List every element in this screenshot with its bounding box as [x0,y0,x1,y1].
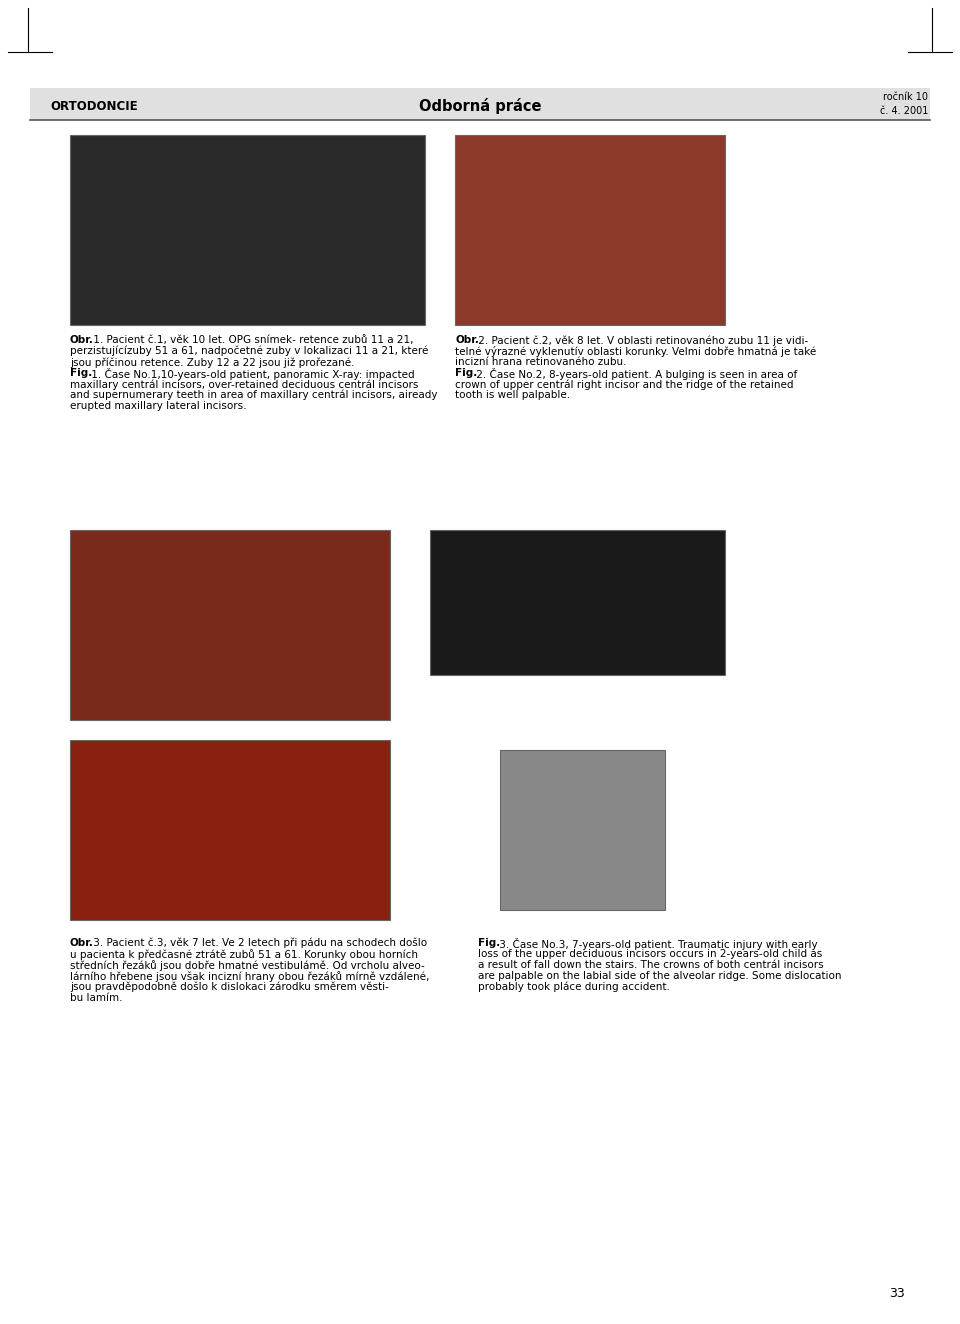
Text: erupted maxillary lateral incisors.: erupted maxillary lateral incisors. [70,401,247,410]
Text: č. 4. 2001: č. 4. 2001 [879,106,928,117]
Text: and supernumerary teeth in area of maxillary centrál incisors, aiready: and supernumerary teeth in area of maxil… [70,391,438,400]
Text: jsou pravděpodobně došlo k dislokaci zárodku směrem věsti-: jsou pravděpodobně došlo k dislokaci zár… [70,982,389,993]
Text: 2. Čase No.2, 8-years-old patient. A bulging is seen in area of: 2. Čase No.2, 8-years-old patient. A bul… [473,368,797,380]
Text: bu lamím.: bu lamím. [70,993,123,1004]
Text: loss of the upper deciduous incisors occurs in 2-years-old child as: loss of the upper deciduous incisors occ… [478,949,823,959]
Text: 3. Čase No.3, 7-years-old patient. Traumatic injury with early: 3. Čase No.3, 7-years-old patient. Traum… [496,937,818,951]
Text: Odborná práce: Odborná práce [419,98,541,114]
Text: jsou příčinou retence. Zuby 12 a 22 jsou již prořezané.: jsou příčinou retence. Zuby 12 a 22 jsou… [70,357,354,368]
Text: Obr.: Obr. [70,335,94,346]
Text: perzistujícízuby 51 a 61, nadpočetné zuby v lokalizaci 11 a 21, které: perzistujícízuby 51 a 61, nadpočetné zub… [70,346,428,356]
Text: 1. Pacient č.1, věk 10 let. OPG snímek- retence zubů 11 a 21,: 1. Pacient č.1, věk 10 let. OPG snímek- … [90,335,414,346]
Text: 3. Pacient č.3, věk 7 let. Ve 2 letech při pádu na schodech došlo: 3. Pacient č.3, věk 7 let. Ve 2 letech p… [90,937,427,948]
Text: ORTODONCIE: ORTODONCIE [50,99,137,113]
Text: Fig.: Fig. [70,368,92,377]
Text: 33: 33 [889,1287,905,1300]
Text: ročník 10: ročník 10 [883,91,928,102]
Text: telné výrazné vyklenutív oblasti korunky. Velmi dobře hmatná je také: telné výrazné vyklenutív oblasti korunky… [455,346,816,357]
Text: 2. Pacient č.2, věk 8 let. V oblasti retinovaného zubu 11 je vidi-: 2. Pacient č.2, věk 8 let. V oblasti ret… [475,335,808,346]
Text: u pacienta k předčasné ztrátě zubů 51 a 61. Korunky obou horních: u pacienta k předčasné ztrátě zubů 51 a … [70,949,418,960]
Bar [430,530,725,675]
Bar [500,749,665,910]
Text: středních řezáků jsou dobře hmatné vestibulámě. Od vrcholu alveo-: středních řezáků jsou dobře hmatné vesti… [70,960,424,970]
Text: are palpable on the labial side of the alveolar ridge. Some dislocation: are palpable on the labial side of the a… [478,970,842,981]
Bar [455,135,725,324]
Text: Obr.: Obr. [455,335,479,346]
Text: maxillary centrál incisors, over-retained deciduous centrál incisors: maxillary centrál incisors, over-retaine… [70,379,419,389]
Text: a result of fall down the stairs. The crowns of both centrál incisors: a result of fall down the stairs. The cr… [478,960,824,970]
Text: lárního hřebene jsou však incizní hrany obou řezáků mírně vzdálené,: lárního hřebene jsou však incizní hrany … [70,970,429,982]
Bar [70,740,390,920]
Text: probably took pláce during accident.: probably took pláce during accident. [478,982,670,993]
Text: Fig.: Fig. [455,368,477,377]
Bar [70,135,425,324]
Bar [70,530,390,720]
Text: incizní hrana retinovaného zubu.: incizní hrana retinovaného zubu. [455,357,627,367]
Text: 1. Čase No.1,10-years-old patient, panoramic X-ray: impacted: 1. Čase No.1,10-years-old patient, panor… [88,368,415,380]
Text: Obr.: Obr. [70,937,94,948]
Bar [30,87,930,120]
Text: crown of upper centrál right incisor and the ridge of the retained: crown of upper centrál right incisor and… [455,379,794,389]
Text: tooth is well palpable.: tooth is well palpable. [455,391,570,400]
Text: Fig.: Fig. [478,937,500,948]
